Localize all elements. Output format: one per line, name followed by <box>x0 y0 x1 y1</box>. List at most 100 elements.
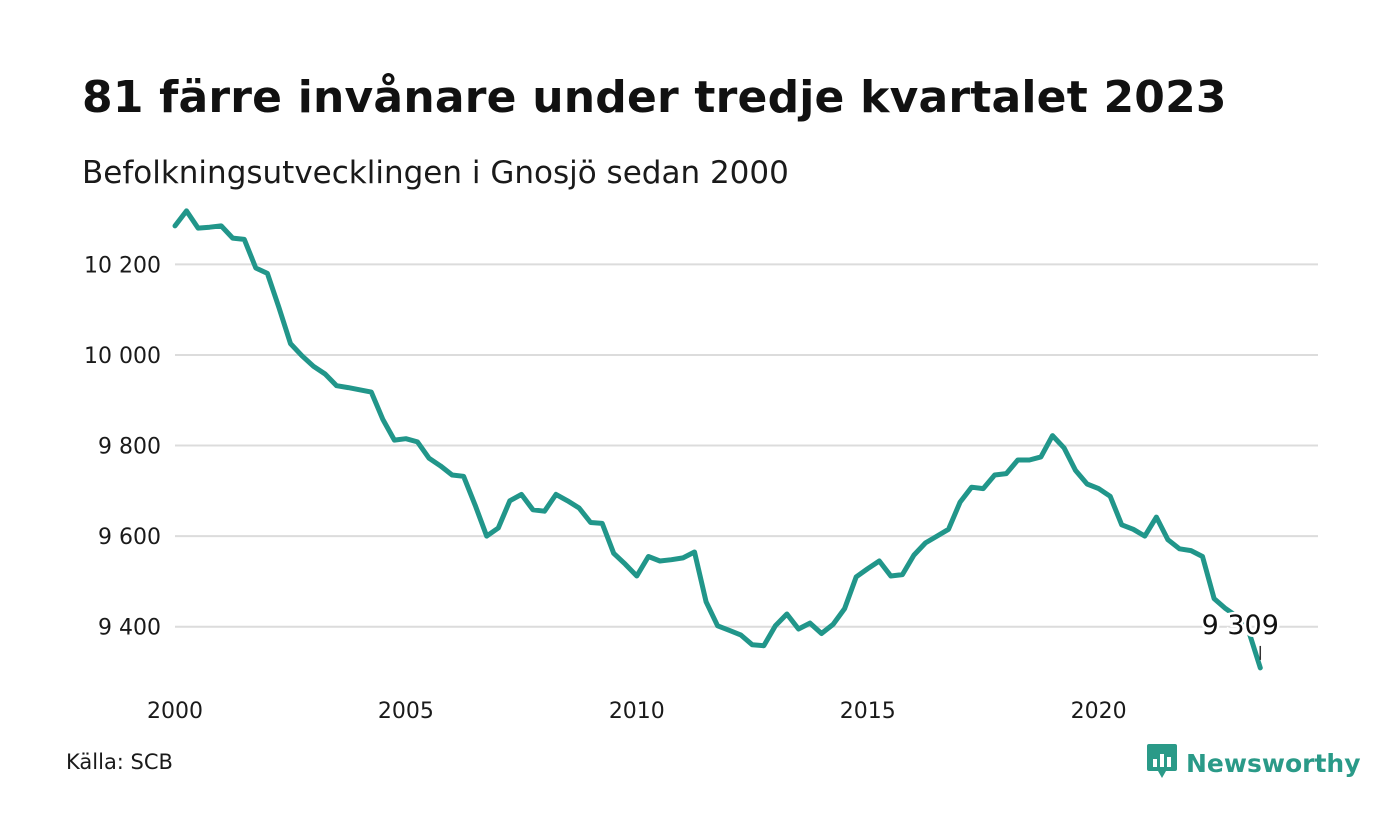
data-point <box>367 388 375 396</box>
data-point <box>275 303 283 311</box>
data-point <box>933 532 941 540</box>
data-point <box>887 572 895 580</box>
data-point <box>760 642 768 650</box>
series-layer <box>171 207 1264 672</box>
data-point <box>379 415 387 423</box>
y-tick-label: 9 600 <box>98 525 161 550</box>
data-point <box>298 352 306 360</box>
data-point <box>633 572 641 580</box>
data-point <box>1210 595 1218 603</box>
data-point <box>644 553 652 561</box>
data-point <box>945 525 953 533</box>
data-point <box>806 619 814 627</box>
data-point <box>171 222 179 230</box>
data-point <box>1187 547 1195 555</box>
data-point <box>667 556 675 564</box>
data-point <box>691 548 699 556</box>
data-point <box>1025 456 1033 464</box>
data-point <box>1175 545 1183 553</box>
x-tick-label: 2000 <box>147 699 203 724</box>
line-chart: 9 400 9 600 9 800 10 000 10 200 2000 2005 2010… <box>84 207 1318 724</box>
data-point <box>263 269 271 277</box>
data-point <box>725 626 733 634</box>
data-point <box>910 551 918 559</box>
data-point <box>1060 444 1068 452</box>
data-point <box>506 497 514 505</box>
data-point <box>991 471 999 479</box>
source-note: Källa: SCB <box>66 750 173 774</box>
data-point <box>610 549 618 557</box>
data-point <box>598 519 606 527</box>
data-point <box>413 438 421 446</box>
data-point <box>194 224 202 232</box>
data-point <box>356 386 364 394</box>
data-point <box>1164 536 1172 544</box>
data-point <box>679 554 687 562</box>
data-point <box>1141 532 1149 540</box>
data-point <box>1118 521 1126 529</box>
data-point <box>852 573 860 581</box>
data-point <box>252 264 260 272</box>
data-point <box>783 610 791 618</box>
data-point <box>656 557 664 565</box>
data-point <box>344 384 352 392</box>
data-point <box>956 498 964 506</box>
data-point <box>1106 492 1114 500</box>
data-point <box>748 641 756 649</box>
data-point <box>229 234 237 242</box>
data-point <box>1048 432 1056 440</box>
data-point <box>1256 664 1264 672</box>
brand-name: Newsworthy <box>1186 748 1361 778</box>
data-point <box>714 622 722 630</box>
data-point <box>206 223 214 231</box>
data-point <box>437 462 445 470</box>
data-point <box>1152 513 1160 521</box>
data-point <box>1095 485 1103 493</box>
data-point <box>1199 553 1207 561</box>
data-point <box>587 519 595 527</box>
y-axis-tick-labels: 9 400 9 600 9 800 10 000 10 200 <box>84 253 161 640</box>
chart-subtitle: Befolkningsutvecklingen i Gnosjö sedan 2… <box>82 155 789 191</box>
y-tick-label: 9 800 <box>98 435 161 460</box>
data-point <box>898 571 906 579</box>
x-axis-tick-labels: 2000 2005 2010 2015 2020 <box>147 699 1127 724</box>
grid-lines <box>175 263 1318 628</box>
data-point <box>529 506 537 514</box>
data-point <box>818 630 826 638</box>
data-point <box>1037 453 1045 461</box>
data-point <box>448 471 456 479</box>
data-point <box>575 504 583 512</box>
data-point <box>425 454 433 462</box>
data-point <box>702 598 710 606</box>
data-point <box>286 340 294 348</box>
data-point <box>402 435 410 443</box>
data-point <box>183 207 191 215</box>
data-point <box>540 507 548 515</box>
data-point <box>460 472 468 480</box>
data-point <box>1014 456 1022 464</box>
data-point <box>1002 470 1010 478</box>
data-point <box>564 497 572 505</box>
data-point <box>483 532 491 540</box>
brand-logo[interactable]: Newsworthy <box>1146 742 1361 784</box>
data-point <box>979 485 987 493</box>
chart-title: 81 färre invånare under tredje kvartalet… <box>82 72 1227 123</box>
data-point <box>841 605 849 613</box>
data-point <box>737 631 745 639</box>
data-point <box>321 370 329 378</box>
series-line <box>172 208 1263 671</box>
data-point <box>217 222 225 230</box>
data-point <box>1072 466 1080 474</box>
data-point <box>875 557 883 565</box>
data-point <box>921 539 929 547</box>
data-point <box>794 625 802 633</box>
data-point <box>310 362 318 370</box>
y-tick-label: 9 400 <box>98 616 161 641</box>
data-point <box>517 490 525 498</box>
data-point <box>333 382 341 390</box>
x-tick-label: 2005 <box>378 699 434 724</box>
y-tick-label: 10 200 <box>84 253 161 278</box>
data-point <box>471 501 479 509</box>
x-tick-label: 2015 <box>840 699 896 724</box>
data-point <box>390 436 398 444</box>
